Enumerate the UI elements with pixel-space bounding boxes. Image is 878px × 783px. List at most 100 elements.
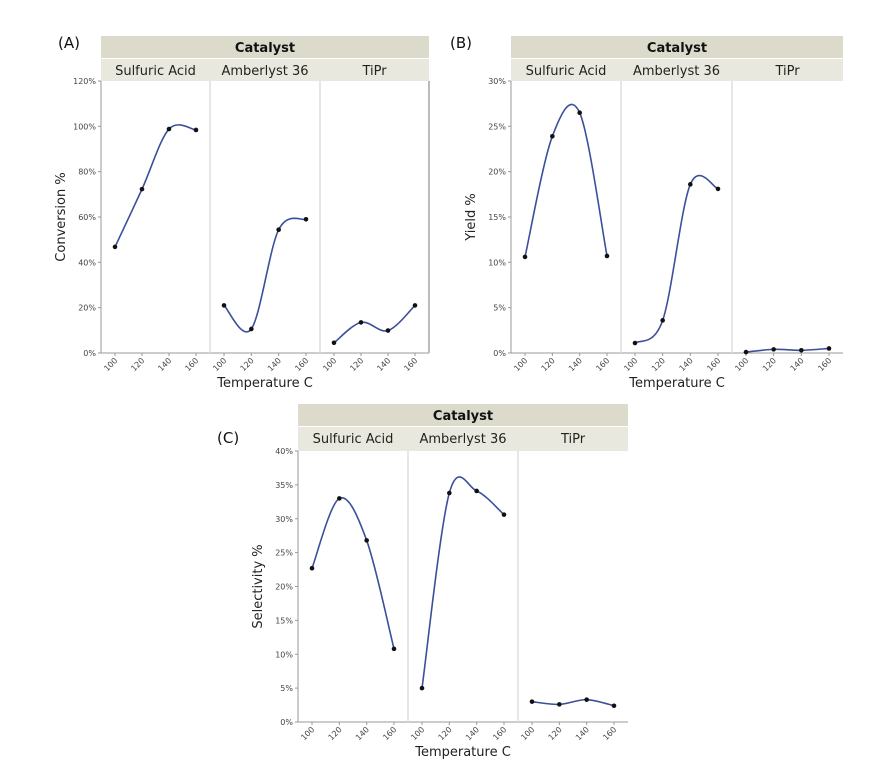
data-point	[550, 134, 555, 139]
panel-b: (B) Catalyst 0% 5% 10% 15% 20% 25% 30% Yield % Tem…	[450, 34, 843, 391]
data-point	[632, 340, 638, 346]
data-point	[337, 496, 342, 501]
data-point	[522, 254, 528, 260]
facet-tipr: TiPr 100 120 140 160	[517, 432, 618, 742]
series-curve	[223, 217, 307, 333]
facet-label: Sulfuric Acid	[313, 432, 394, 447]
data-point	[557, 702, 562, 707]
facet-label-band	[101, 59, 429, 81]
x-tick-label: 160	[491, 725, 508, 742]
y-tick-label: 35%	[275, 481, 293, 490]
data-point	[331, 340, 337, 346]
x-tick-label: 140	[789, 356, 806, 373]
y-tick-label: 10%	[275, 650, 293, 659]
data-point	[166, 126, 172, 132]
facet-amberlyst-36: Amberlyst 36 100 120 140 160	[620, 64, 722, 373]
facet-label: TiPr	[774, 64, 800, 79]
x-tick-label: 100	[622, 356, 639, 373]
y-tick-label: 5%	[493, 304, 506, 313]
data-point	[385, 328, 391, 333]
y-tick-label: 40%	[275, 447, 293, 456]
facet-tipr: TiPr 100 120 140 160	[731, 64, 833, 373]
facet-header-band	[511, 36, 843, 58]
data-point	[309, 565, 315, 571]
data-point	[474, 488, 479, 494]
data-point	[249, 326, 254, 332]
facet-sulfuric-acid: Sulfuric Acid 100 120 140 160	[512, 64, 611, 373]
x-tick-label: 140	[574, 725, 591, 742]
data-point	[419, 685, 425, 691]
y-tick-label: 30%	[275, 515, 293, 524]
facet-title: Catalyst	[647, 41, 707, 56]
data-point	[529, 699, 535, 704]
x-tick-label: 160	[816, 356, 833, 373]
y-tick-label: 25%	[275, 549, 293, 558]
data-point	[112, 244, 118, 250]
facet-label: Sulfuric Acid	[526, 64, 607, 79]
y-axis-title: Conversion %	[54, 172, 69, 261]
x-tick-label: 120	[540, 356, 557, 373]
facet-label: Amberlyst 36	[221, 64, 308, 79]
x-tick-label: 120	[437, 725, 454, 742]
y-tick-label: 25%	[488, 122, 506, 131]
x-tick-label: 160	[594, 356, 611, 373]
facet-label: TiPr	[560, 432, 586, 447]
facet-label: Amberlyst 36	[419, 432, 506, 447]
x-axis-title: Temperature C	[216, 376, 313, 391]
x-tick-label: 160	[601, 725, 618, 742]
y-tick-label: 0%	[280, 718, 293, 727]
x-tick-label: 120	[327, 725, 344, 742]
panel-a: (A) Catalyst 0% 20% 40% 60% 80% 100% 120% Convers…	[54, 34, 430, 391]
series-curve	[634, 174, 719, 344]
data-point	[364, 538, 369, 543]
data-point	[501, 512, 507, 517]
facet-header-band	[101, 36, 429, 58]
y-tick-label: 20%	[78, 304, 96, 313]
y-tick-label: 5%	[280, 684, 293, 693]
facet-sulfuric-acid: Sulfuric Acid 100 120 140 160	[299, 432, 398, 742]
x-tick-label: 120	[348, 356, 365, 373]
facet-label-band	[298, 427, 628, 451]
y-tick-label: 30%	[488, 77, 506, 86]
data-point	[447, 490, 452, 496]
y-tick-label: 120%	[73, 77, 96, 86]
data-point	[221, 303, 227, 308]
x-tick-label: 160	[381, 725, 398, 742]
x-tick-label: 120	[129, 356, 146, 373]
x-tick-label: 120	[239, 356, 256, 373]
x-tick-label: 140	[678, 356, 695, 373]
y-tick-label: 0%	[493, 349, 506, 358]
x-tick-label: 160	[705, 356, 722, 373]
facet-header-band	[298, 404, 628, 426]
facet-amberlyst-36: Amberlyst 36 100 120 140 160	[407, 432, 508, 742]
y-tick-label: 100%	[73, 122, 96, 131]
data-point	[799, 347, 804, 353]
series-curve	[114, 124, 197, 248]
data-point	[743, 349, 749, 355]
facet-label: Sulfuric Acid	[115, 64, 196, 79]
x-tick-label: 140	[354, 725, 371, 742]
x-tick-label: 160	[402, 356, 419, 373]
facet-label-band	[511, 59, 843, 81]
data-point	[715, 186, 721, 192]
data-point	[577, 110, 582, 116]
y-tick-label: 20%	[275, 583, 293, 592]
facet-title: Catalyst	[235, 41, 295, 56]
x-tick-label: 100	[321, 356, 338, 373]
x-tick-label: 140	[266, 356, 283, 373]
x-tick-label: 120	[547, 725, 564, 742]
x-axis-title: Temperature C	[628, 376, 725, 391]
data-point	[688, 182, 693, 187]
data-point	[193, 127, 199, 133]
panel-label: (A)	[58, 34, 80, 52]
data-point	[391, 646, 397, 652]
x-tick-label: 100	[512, 356, 529, 373]
data-point	[660, 318, 665, 323]
data-point	[412, 303, 418, 308]
y-tick-label: 60%	[78, 213, 96, 222]
y-tick-label: 15%	[488, 213, 506, 222]
x-tick-label: 100	[299, 725, 316, 742]
facet-amberlyst-36: Amberlyst 36 100 120 140 160	[209, 64, 310, 373]
x-tick-label: 140	[375, 356, 392, 373]
